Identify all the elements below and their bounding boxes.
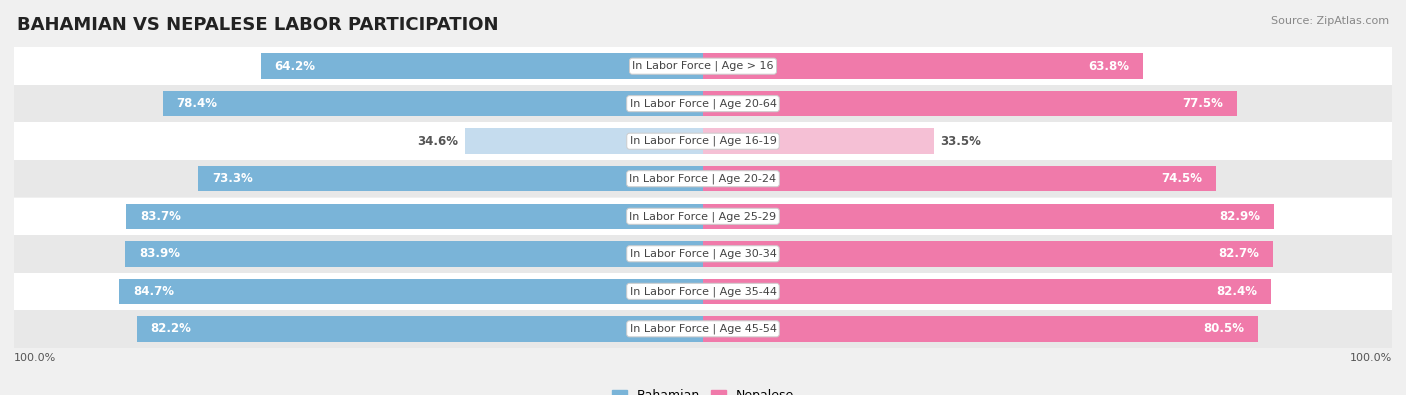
- Text: Source: ZipAtlas.com: Source: ZipAtlas.com: [1271, 16, 1389, 26]
- Bar: [14, 235, 1392, 273]
- Bar: [14, 160, 1392, 198]
- Bar: [120, 278, 703, 304]
- Text: 73.3%: 73.3%: [212, 172, 253, 185]
- Text: In Labor Force | Age 25-29: In Labor Force | Age 25-29: [630, 211, 776, 222]
- Bar: [703, 316, 1257, 342]
- Bar: [703, 166, 1216, 192]
- Text: In Labor Force | Age > 16: In Labor Force | Age > 16: [633, 61, 773, 71]
- Bar: [703, 241, 1272, 267]
- Legend: Bahamian, Nepalese: Bahamian, Nepalese: [607, 384, 799, 395]
- Text: In Labor Force | Age 16-19: In Labor Force | Age 16-19: [630, 136, 776, 147]
- Bar: [703, 128, 934, 154]
- Bar: [14, 198, 1392, 235]
- Text: In Labor Force | Age 45-54: In Labor Force | Age 45-54: [630, 324, 776, 334]
- Text: 82.4%: 82.4%: [1216, 285, 1257, 298]
- Text: 78.4%: 78.4%: [177, 97, 218, 110]
- Bar: [14, 273, 1392, 310]
- Text: 82.7%: 82.7%: [1218, 247, 1258, 260]
- Bar: [14, 85, 1392, 122]
- Bar: [703, 203, 1274, 229]
- Bar: [136, 316, 703, 342]
- Text: 100.0%: 100.0%: [1350, 353, 1392, 363]
- Bar: [260, 53, 703, 79]
- Bar: [14, 47, 1392, 85]
- Text: 82.9%: 82.9%: [1219, 210, 1260, 223]
- Bar: [14, 122, 1392, 160]
- Bar: [127, 203, 703, 229]
- Text: 64.2%: 64.2%: [274, 60, 315, 73]
- Text: In Labor Force | Age 20-24: In Labor Force | Age 20-24: [630, 173, 776, 184]
- Bar: [14, 310, 1392, 348]
- Text: BAHAMIAN VS NEPALESE LABOR PARTICIPATION: BAHAMIAN VS NEPALESE LABOR PARTICIPATION: [17, 16, 498, 34]
- Text: 82.2%: 82.2%: [150, 322, 191, 335]
- Bar: [198, 166, 703, 192]
- Text: 34.6%: 34.6%: [416, 135, 458, 148]
- Text: In Labor Force | Age 20-64: In Labor Force | Age 20-64: [630, 98, 776, 109]
- Text: 100.0%: 100.0%: [14, 353, 56, 363]
- Text: 74.5%: 74.5%: [1161, 172, 1202, 185]
- Bar: [703, 53, 1143, 79]
- Text: 84.7%: 84.7%: [134, 285, 174, 298]
- Bar: [703, 91, 1237, 117]
- Bar: [125, 241, 703, 267]
- Text: 77.5%: 77.5%: [1182, 97, 1223, 110]
- Text: 33.5%: 33.5%: [941, 135, 981, 148]
- Bar: [703, 278, 1271, 304]
- Bar: [163, 91, 703, 117]
- Bar: [464, 128, 703, 154]
- Text: In Labor Force | Age 35-44: In Labor Force | Age 35-44: [630, 286, 776, 297]
- Text: 83.7%: 83.7%: [141, 210, 181, 223]
- Text: 80.5%: 80.5%: [1202, 322, 1244, 335]
- Text: 63.8%: 63.8%: [1088, 60, 1129, 73]
- Text: In Labor Force | Age 30-34: In Labor Force | Age 30-34: [630, 248, 776, 259]
- Text: 83.9%: 83.9%: [139, 247, 180, 260]
